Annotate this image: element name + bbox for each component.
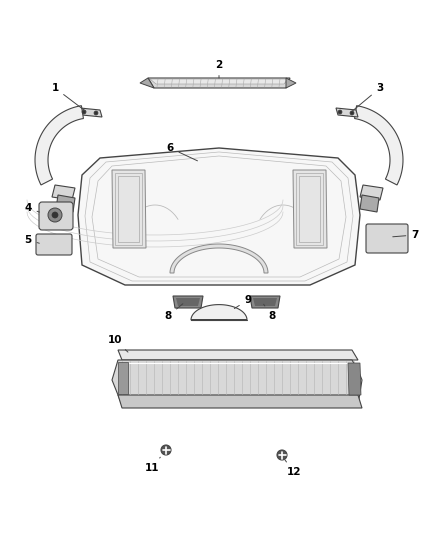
Polygon shape <box>118 350 358 360</box>
Polygon shape <box>286 78 296 88</box>
Polygon shape <box>176 298 200 306</box>
Polygon shape <box>355 106 403 185</box>
Text: 4: 4 <box>25 203 39 213</box>
Polygon shape <box>80 108 102 117</box>
Polygon shape <box>150 79 288 84</box>
Text: 1: 1 <box>51 83 86 111</box>
Polygon shape <box>112 360 362 405</box>
Polygon shape <box>56 195 75 212</box>
Circle shape <box>48 208 62 222</box>
Polygon shape <box>250 296 280 308</box>
Polygon shape <box>140 78 154 88</box>
Text: 2: 2 <box>215 60 223 78</box>
Polygon shape <box>78 148 360 285</box>
Text: 9: 9 <box>234 295 251 309</box>
Text: 7: 7 <box>393 230 419 240</box>
Polygon shape <box>253 298 277 306</box>
Polygon shape <box>52 185 75 200</box>
Polygon shape <box>148 78 290 88</box>
FancyBboxPatch shape <box>366 224 408 253</box>
Polygon shape <box>293 170 327 248</box>
Polygon shape <box>170 244 268 273</box>
Polygon shape <box>118 395 362 408</box>
Text: 12: 12 <box>285 460 301 477</box>
Polygon shape <box>173 296 203 308</box>
Polygon shape <box>360 185 383 200</box>
Polygon shape <box>336 108 358 117</box>
Polygon shape <box>38 237 70 252</box>
Text: 8: 8 <box>164 304 183 321</box>
Circle shape <box>277 450 287 460</box>
Text: 5: 5 <box>25 235 39 245</box>
Text: 10: 10 <box>108 335 128 352</box>
Polygon shape <box>360 195 379 212</box>
Polygon shape <box>191 304 247 320</box>
Polygon shape <box>348 363 361 395</box>
Circle shape <box>94 111 98 115</box>
Circle shape <box>350 111 354 115</box>
Circle shape <box>161 445 171 455</box>
Circle shape <box>52 212 58 218</box>
Text: 6: 6 <box>166 143 198 161</box>
FancyBboxPatch shape <box>39 202 73 230</box>
Polygon shape <box>112 170 146 248</box>
Circle shape <box>338 110 342 114</box>
Text: 11: 11 <box>145 457 160 473</box>
Text: 8: 8 <box>264 304 276 321</box>
Polygon shape <box>118 362 128 394</box>
Circle shape <box>82 110 86 114</box>
Text: 3: 3 <box>352 83 384 111</box>
Polygon shape <box>35 106 83 185</box>
FancyBboxPatch shape <box>36 234 72 255</box>
